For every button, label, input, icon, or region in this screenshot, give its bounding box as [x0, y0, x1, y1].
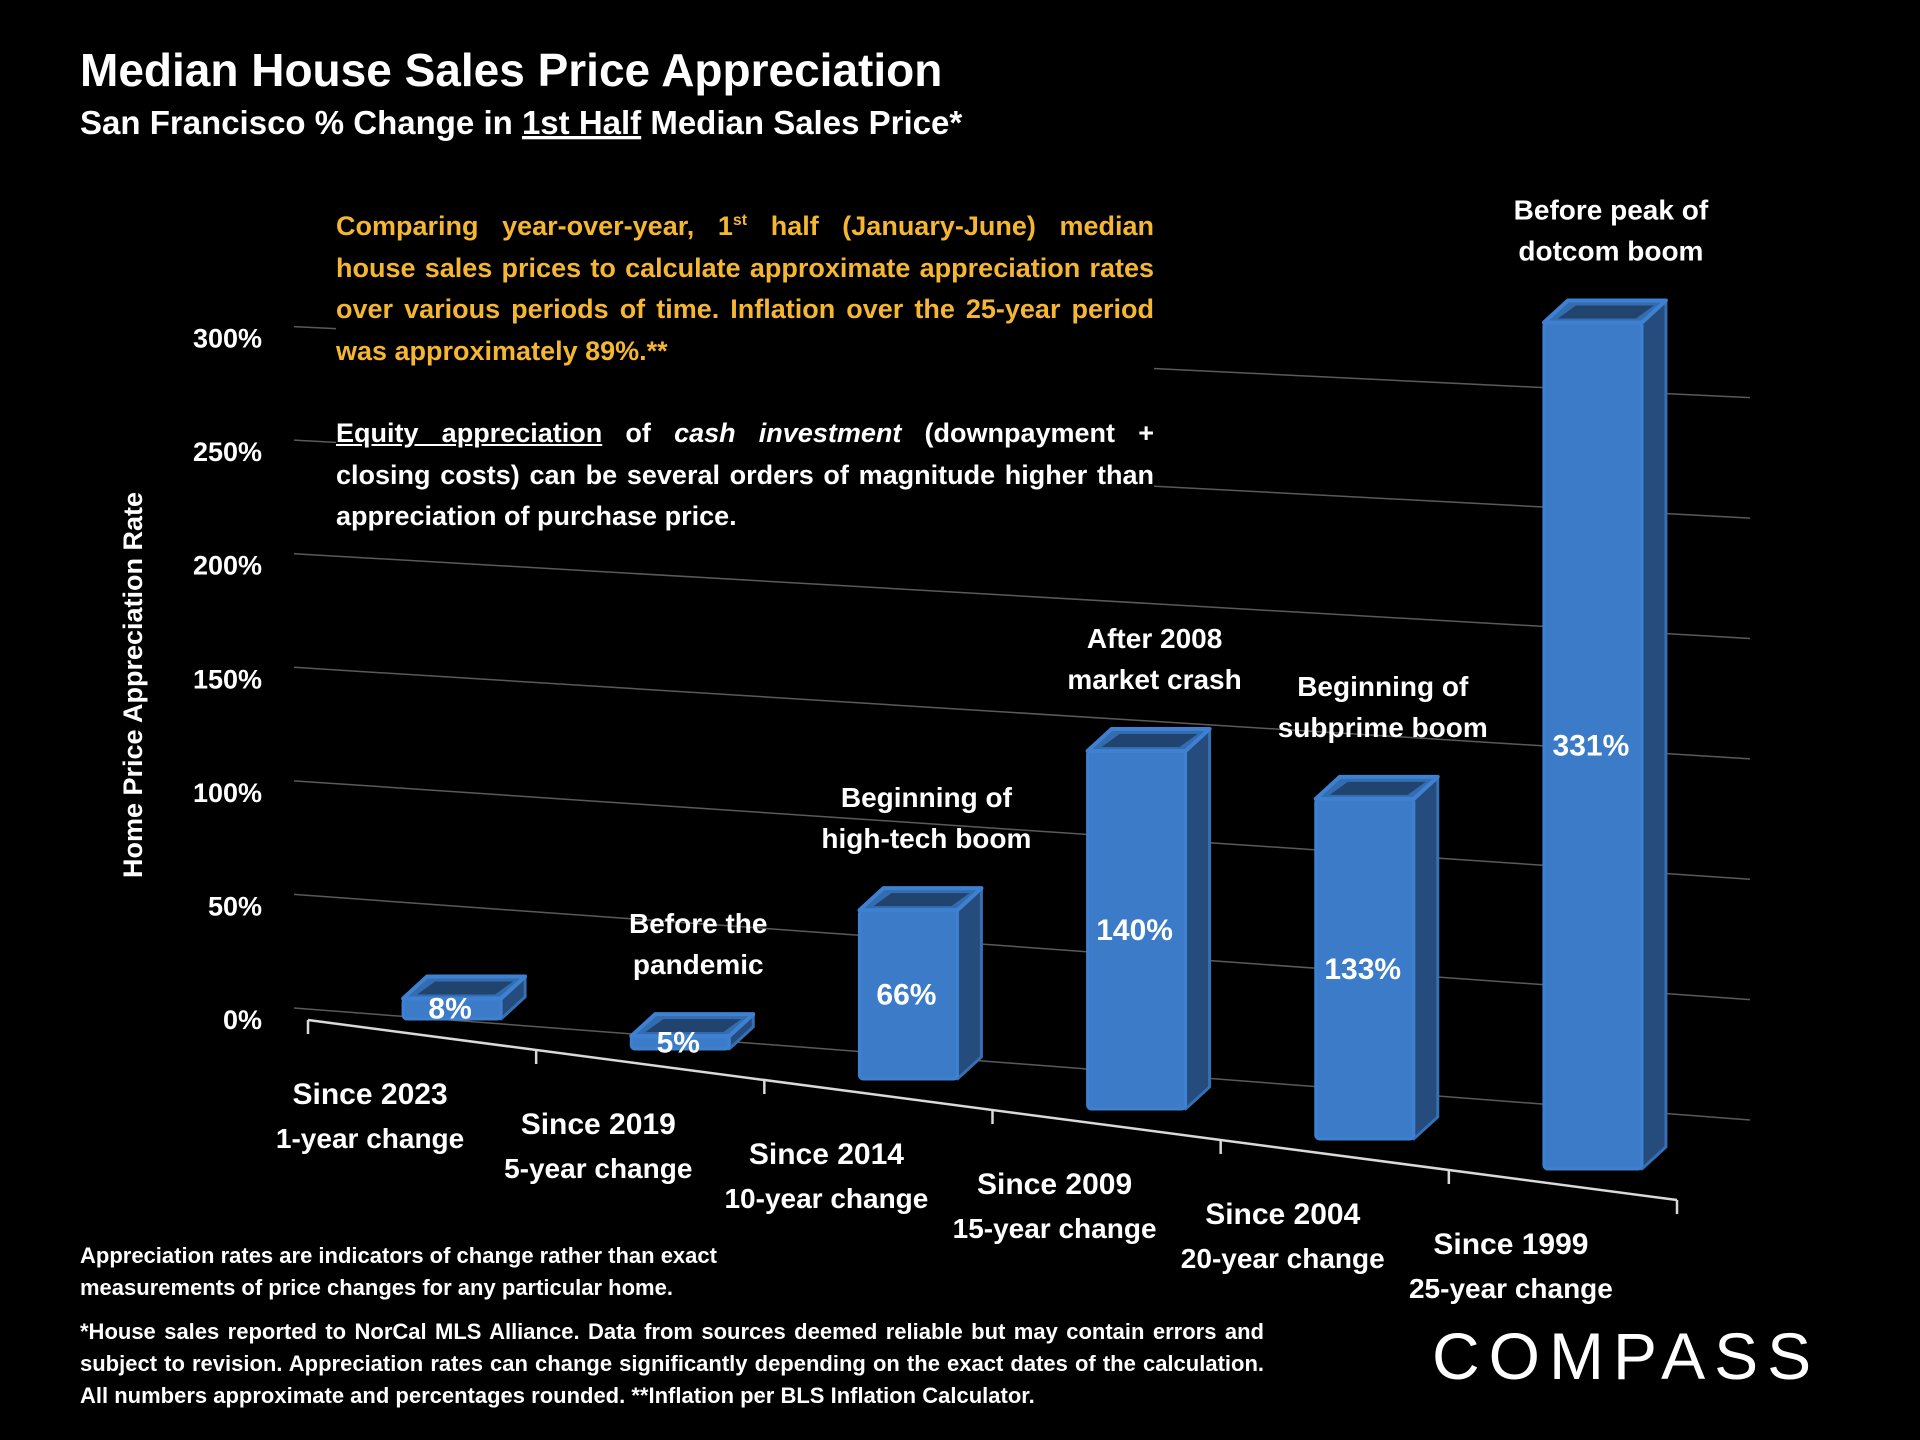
bar-top-inner — [1329, 781, 1426, 795]
bar-group — [1313, 774, 1440, 1141]
subtitle-part: San Francisco % Change in — [80, 104, 513, 141]
bar-top-inner — [417, 981, 514, 995]
x-tick-sublabel: 1-year change — [276, 1123, 464, 1154]
subtitle-part: 1st Half — [522, 104, 642, 141]
bar-annotation: Before the — [629, 908, 767, 939]
bar-top-inner — [1557, 305, 1654, 319]
grid-line — [293, 552, 1751, 640]
x-tick-label: Since 1999 — [1433, 1228, 1588, 1261]
logo: COMPASS — [1432, 1319, 1821, 1393]
value-label: 66% — [876, 979, 936, 1012]
bar-annotation: high-tech boom — [821, 823, 1031, 854]
bar-group — [1541, 298, 1668, 1171]
grid-line — [293, 666, 1751, 760]
subtitle: San Francisco % Change in 1st Half Media… — [80, 104, 962, 141]
value-label: 140% — [1096, 914, 1173, 947]
grid-line — [293, 893, 1751, 1001]
x-tick-sublabel: 20-year change — [1181, 1243, 1385, 1274]
note-text: half (January-June) median house sales p… — [336, 211, 1154, 366]
note-text: of — [625, 418, 651, 448]
y-tick-label: 0% — [223, 1005, 262, 1035]
bar-annotation: dotcom boom — [1518, 236, 1703, 267]
bar-side — [1412, 775, 1440, 1141]
y-tick-label: 200% — [193, 551, 262, 581]
bar-side — [1184, 727, 1212, 1111]
bar-annotation: Before peak of — [1514, 195, 1709, 226]
bar-top-inner — [1101, 733, 1198, 747]
title: Median House Sales Price Appreciation — [80, 44, 942, 96]
bar-annotation: After 2008 — [1087, 623, 1222, 654]
grid-line — [293, 780, 1751, 880]
y-tick-label: 50% — [208, 891, 262, 921]
grid-line — [293, 1007, 1751, 1121]
value-label: 5% — [657, 1027, 700, 1060]
bar-group — [857, 886, 984, 1081]
bar-group — [629, 1012, 756, 1051]
footnote: Appreciation rates are indicators of cha… — [80, 1243, 717, 1300]
x-tick-label: Since 2004 — [1205, 1198, 1360, 1231]
x-tick-label: Since 2009 — [977, 1168, 1132, 1201]
y-tick-label: 100% — [193, 778, 262, 808]
x-tick-sublabel: 25-year change — [1409, 1273, 1613, 1304]
x-tick-sublabel: 15-year change — [953, 1213, 1157, 1244]
note-text: Equity appreciation — [336, 418, 603, 448]
subtitle-part: Median Sales Price* — [650, 104, 962, 141]
note-text: (downpayment + closing costs) can be sev… — [336, 418, 1154, 531]
note-superscript: st — [732, 212, 748, 229]
footnote: *House sales reported to NorCal MLS Alli… — [80, 1319, 1264, 1408]
bar-group — [1085, 726, 1212, 1111]
x-tick-label: Since 2023 — [293, 1078, 448, 1111]
bar-annotation: Beginning of — [841, 782, 1013, 813]
bar-annotation: Beginning of — [1297, 671, 1469, 702]
y-axis-label: Home Price Appreciation Rate — [118, 492, 148, 878]
note-text: cash investment — [674, 418, 902, 448]
bar-side — [955, 886, 983, 1081]
note: Comparing year-over-year, 1st half (Janu… — [336, 204, 1154, 374]
bar-annotation: pandemic — [633, 949, 764, 980]
y-tick-label: 300% — [193, 324, 262, 354]
note-text: Comparing year-over-year, 1 — [336, 211, 733, 241]
x-tick-label: Since 2014 — [749, 1138, 904, 1171]
bar-group — [401, 974, 528, 1021]
y-tick-label: 150% — [193, 664, 262, 694]
bar-top-inner — [873, 893, 970, 907]
value-label: 331% — [1553, 730, 1630, 763]
x-tick-sublabel: 10-year change — [724, 1183, 928, 1214]
x-tick-sublabel: 5-year change — [504, 1153, 692, 1184]
bar-top-inner — [645, 1019, 742, 1033]
bar-annotation: market crash — [1067, 664, 1241, 695]
note: Equity appreciation of cash investment (… — [336, 411, 1154, 540]
y-tick-label: 250% — [193, 437, 262, 467]
value-label: 133% — [1324, 953, 1401, 986]
x-tick-label: Since 2019 — [521, 1108, 676, 1141]
bar-annotation: subprime boom — [1278, 712, 1488, 743]
bar-side — [1640, 299, 1668, 1171]
value-label: 8% — [428, 993, 471, 1026]
